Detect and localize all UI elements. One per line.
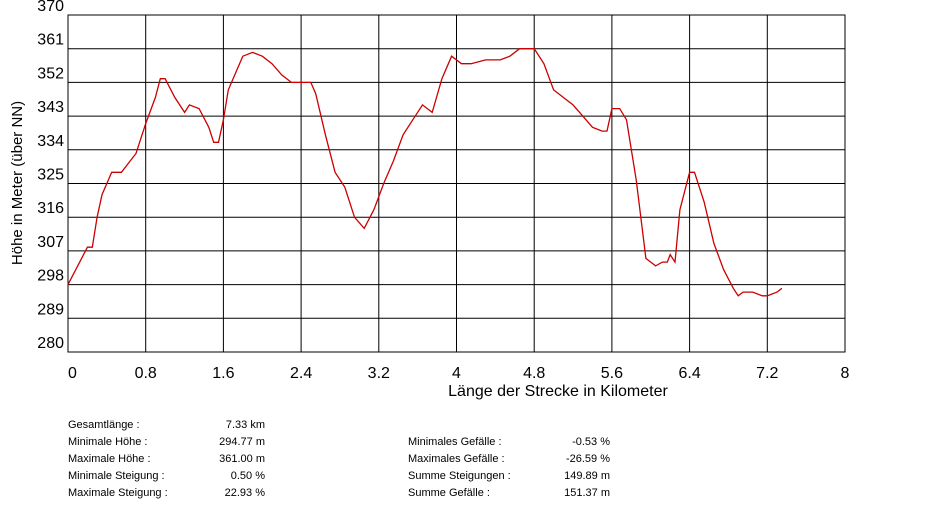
y-tick-label: 361 xyxy=(37,32,64,49)
y-tick-label: 370 xyxy=(37,0,64,15)
stat-value: 22.93 % xyxy=(224,487,265,499)
x-tick-label: 1.6 xyxy=(212,365,234,382)
stat-label: Minimale Steigung : xyxy=(68,470,165,482)
chart: Höhe in Meter (über NN) Länge der Streck… xyxy=(9,0,850,400)
stat-label: Gesamtlänge : xyxy=(68,419,140,431)
y-tick-label: 352 xyxy=(37,65,64,82)
stat-label: Maximale Höhe : xyxy=(68,453,151,465)
x-tick-label: 8 xyxy=(841,365,850,382)
stat-value: 361.00 m xyxy=(219,453,265,465)
x-tick-label: 2.4 xyxy=(290,365,312,382)
stat-value: 149.89 m xyxy=(564,470,610,482)
y-tick-label: 280 xyxy=(37,335,64,352)
y-tick-label: 334 xyxy=(37,133,64,150)
x-tick-label: 0 xyxy=(68,365,77,382)
x-tick-label: 0.8 xyxy=(135,365,157,382)
stat-label: Maximale Steigung : xyxy=(68,487,168,499)
x-tick-label: 6.4 xyxy=(678,365,700,382)
x-tick-label: 5.6 xyxy=(601,365,623,382)
x-tick-label: 3.2 xyxy=(368,365,390,382)
stat-value: 7.33 km xyxy=(225,419,265,431)
stat-label: Summe Steigungen : xyxy=(408,470,511,482)
x-tick-label: 4 xyxy=(452,365,461,382)
y-tick-label: 325 xyxy=(37,167,64,184)
stat-value: 294.77 m xyxy=(219,436,265,448)
stat-value: 151.37 m xyxy=(564,487,610,499)
x-tick-label: 4.8 xyxy=(523,365,545,382)
y-tick-label: 316 xyxy=(37,200,64,217)
stat-value: 0.50 % xyxy=(230,470,265,482)
stat-label: Minimales Gefälle : xyxy=(408,436,502,448)
y-axis-label: Höhe in Meter (über NN) xyxy=(9,101,26,265)
x-tick-label: 7.2 xyxy=(756,365,778,382)
stat-value: -0.53 % xyxy=(572,436,610,448)
stat-label: Maximales Gefälle : xyxy=(408,453,505,465)
y-tick-label: 298 xyxy=(37,268,64,285)
stat-value: -26.59 % xyxy=(565,453,610,465)
x-axis-label: Länge der Strecke in Kilometer xyxy=(448,383,668,400)
profile-line xyxy=(67,48,783,297)
y-tick-label: 307 xyxy=(37,234,64,251)
stat-label: Summe Gefälle : xyxy=(408,487,490,499)
stat-label: Minimale Höhe : xyxy=(68,436,148,448)
y-tick-label: 289 xyxy=(37,301,64,318)
y-tick-label: 343 xyxy=(37,99,64,116)
